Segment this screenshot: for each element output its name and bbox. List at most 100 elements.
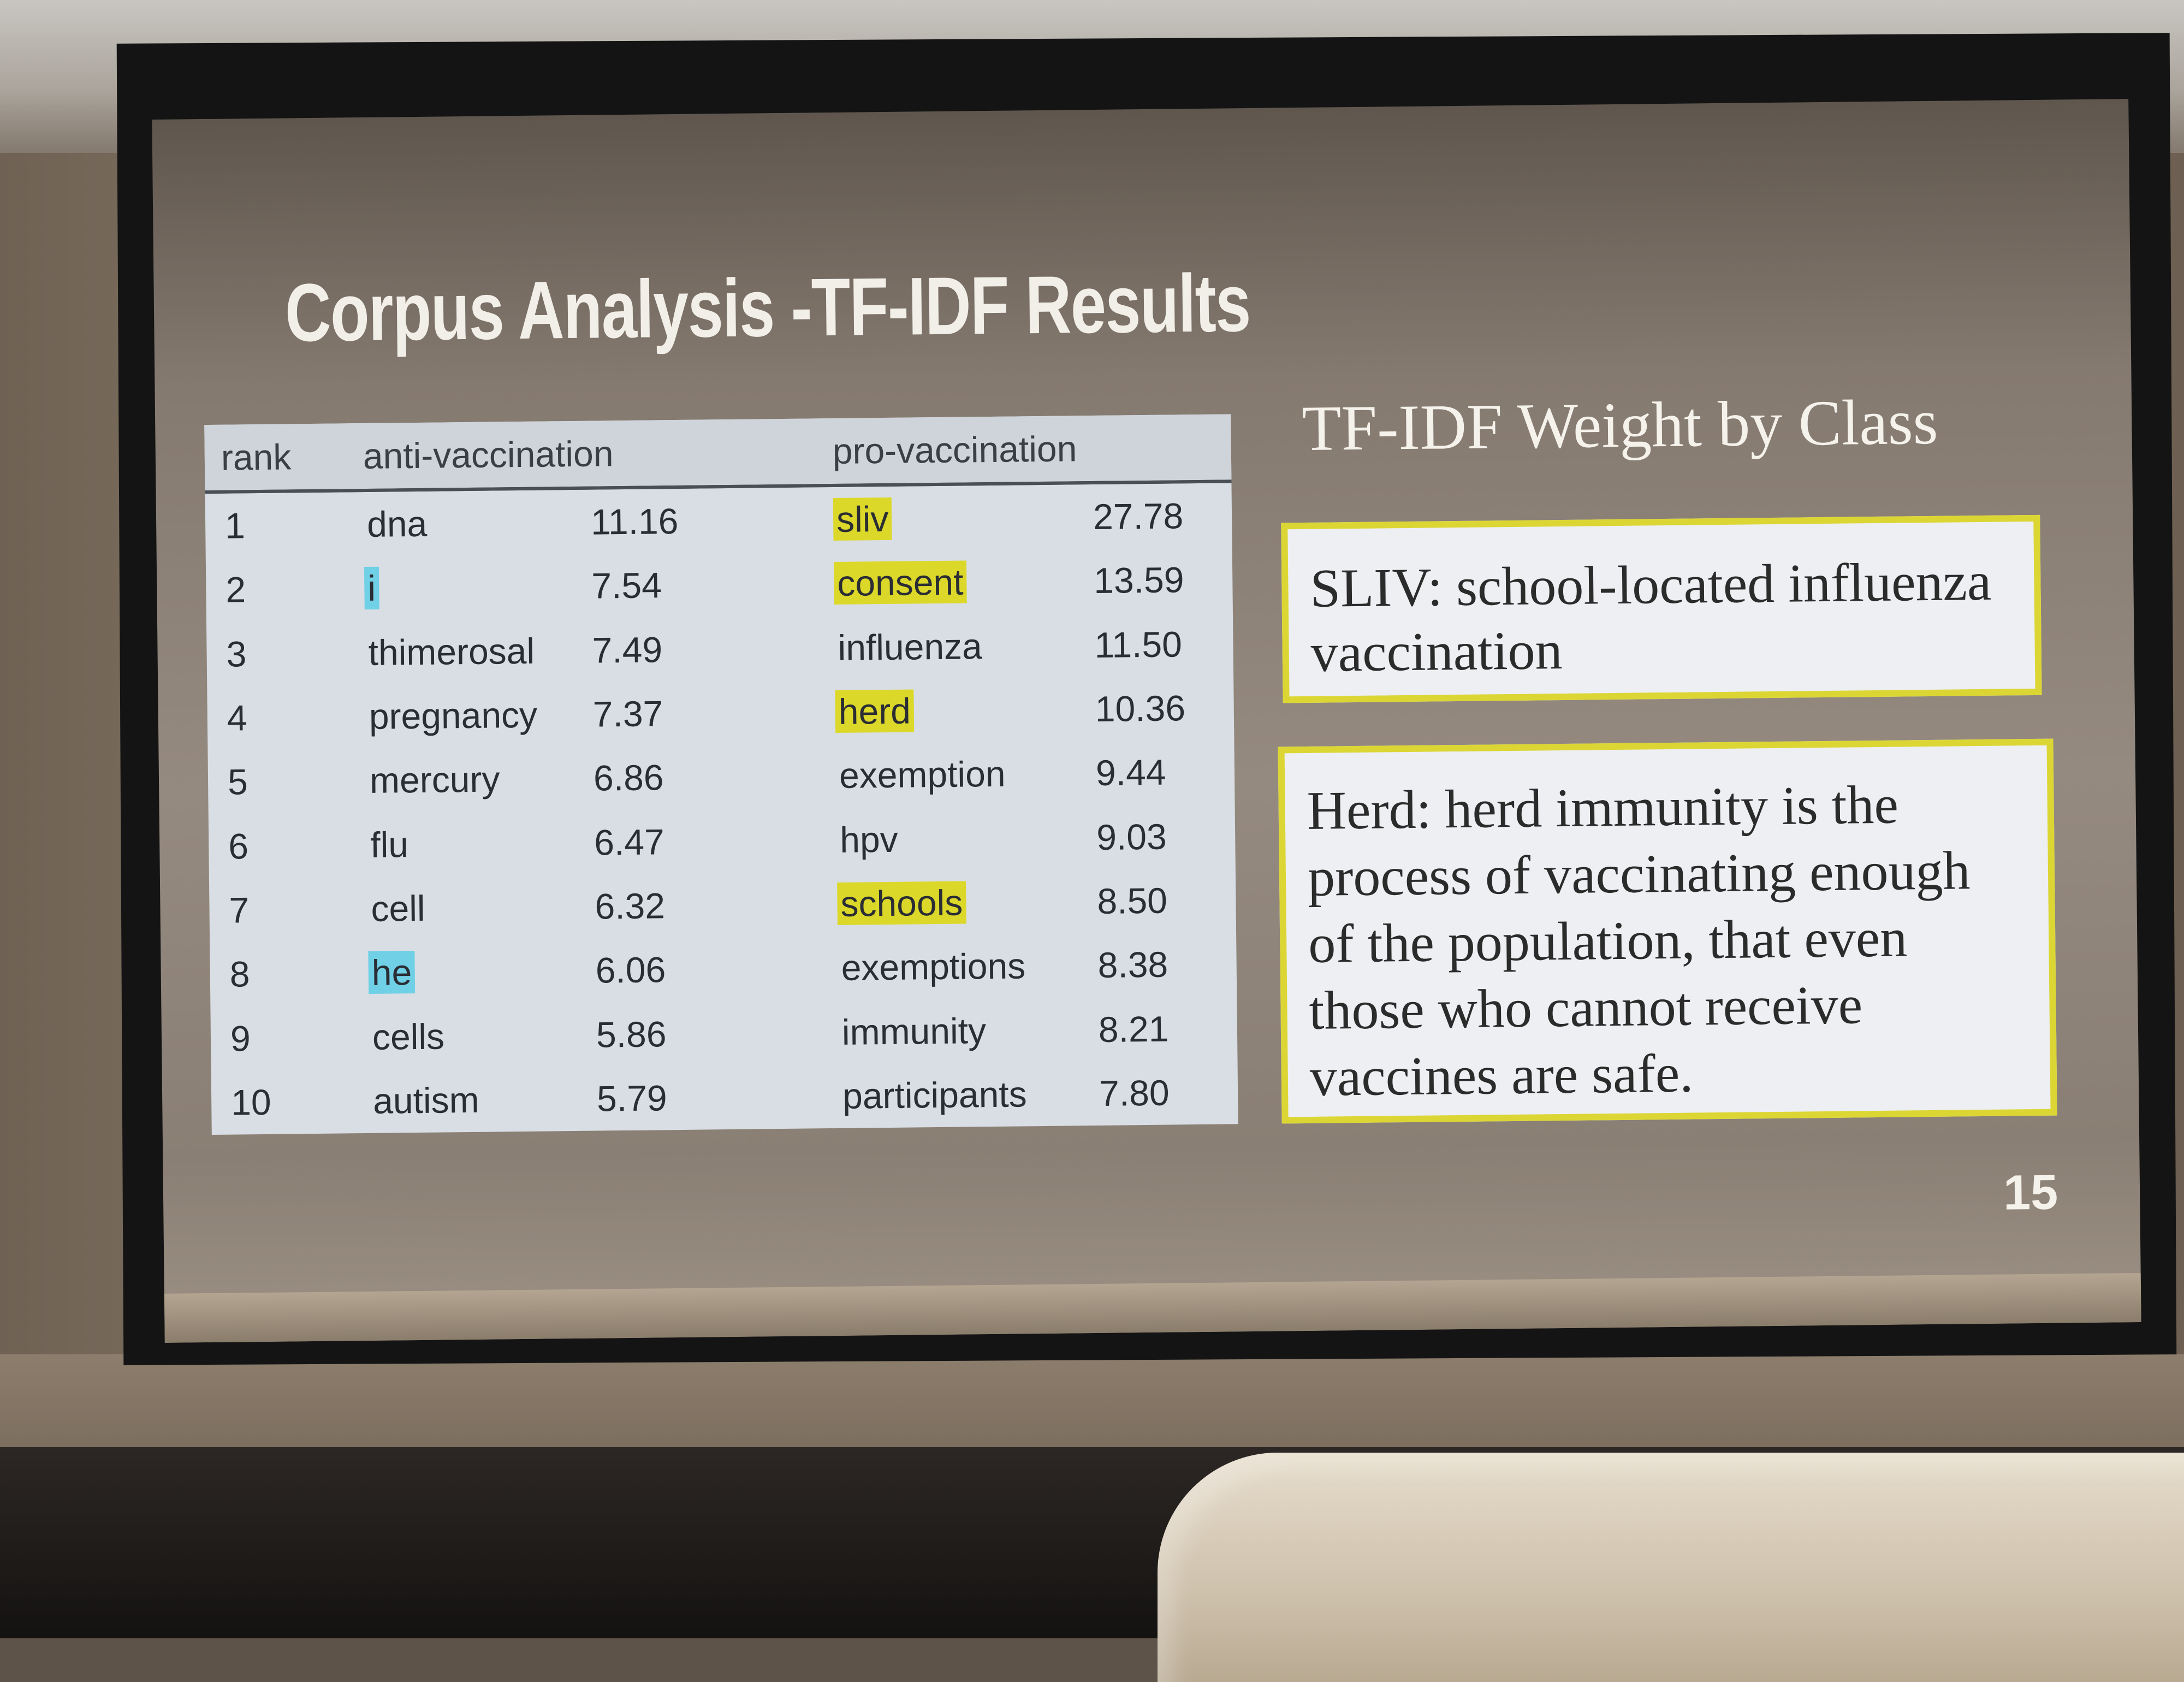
pro-weight-cell-text: 7.80	[1099, 1072, 1170, 1114]
anti-word-cell-text: dna	[366, 503, 428, 544]
pro-word-cell: herd	[818, 677, 1076, 744]
anti-word-cell: thimerosal	[348, 618, 573, 685]
rank-header: rank	[204, 423, 347, 493]
pro-word-cell: influenza	[818, 613, 1075, 679]
pro-weight-cell-text: 27.78	[1093, 495, 1184, 537]
rank-cell-text: 9	[230, 1018, 251, 1059]
pro-word-cell-text: exemptions	[841, 945, 1026, 988]
table-row: 6 flu 6.47 hpv 9.03	[209, 803, 1236, 878]
anti-weight-cell-text: 7.49	[592, 629, 663, 671]
rank-cell-text: 2	[225, 569, 246, 610]
anti-weight-cell-text: 5.79	[596, 1077, 668, 1119]
anti-word-cell-text: thimerosal	[368, 630, 535, 673]
rank-cell: 5	[207, 749, 350, 814]
anti-word-cell: pregnancy	[349, 682, 573, 749]
anti-weight-cell: 7.54	[572, 552, 818, 618]
anti-word-cell: flu	[351, 810, 575, 877]
anti-word-cell-text: autism	[372, 1080, 479, 1122]
anti-word-cell: i	[348, 554, 572, 620]
anti-word-cell-text: pregnancy	[369, 694, 538, 737]
rank-cell: 8	[210, 941, 352, 1006]
anti-word-cell-text: mercury	[369, 759, 500, 801]
anti-word-cell: mercury	[349, 747, 574, 813]
table-body: 1 dna 11.16 sliv 27.78 2 i 7.54 consent 13.59 3 thi…	[205, 481, 1238, 1135]
anti-weight-cell: 7.49	[572, 615, 818, 682]
anti-word-cell-text: i	[364, 566, 379, 610]
pro-weight-cell: 27.78	[1073, 481, 1232, 548]
rank-cell-text: 6	[228, 825, 249, 867]
pro-weight-cell-text: 10.36	[1095, 688, 1186, 729]
slide-number: 15	[2003, 1165, 2058, 1221]
tfidf-results-table: rank anti-vaccination pro-vaccination 1 d…	[204, 414, 1238, 1135]
anti-word-cell: autism	[353, 1067, 578, 1134]
table-row: 4 pregnancy 7.37 herd 10.36	[207, 676, 1234, 750]
pro-weight-cell: 8.38	[1078, 932, 1237, 997]
rank-cell: 4	[207, 684, 349, 750]
pro-weight-cell-text: 9.03	[1096, 816, 1167, 857]
anti-weight-cell: 5.79	[577, 1064, 823, 1131]
anti-weight-cell: 6.86	[573, 744, 820, 810]
anti-word-cell-text: cells	[372, 1016, 445, 1057]
anti-word-cell-text: cell	[371, 887, 425, 929]
table-row: 8 he 6.06 exemptions 8.38	[210, 932, 1237, 1006]
pro-word-cell: sliv	[816, 483, 1073, 551]
anti-weight-cell: 6.32	[575, 872, 821, 939]
wall-base	[0, 1354, 2184, 1464]
table-row: 9 cells 5.86 immunity 8.21	[210, 996, 1237, 1070]
foreground-chair-back	[1158, 1453, 2184, 1682]
sliv-definition-box: SLIV: school-located influenza vaccinati…	[1281, 514, 2042, 703]
pro-word-cell: hpv	[820, 805, 1077, 872]
pro-vaccination-header: pro-vaccination	[816, 414, 1232, 486]
pro-weight-cell-text: 13.59	[1093, 559, 1184, 601]
pro-weight-cell-text: 8.50	[1097, 880, 1168, 922]
pro-word-cell: schools	[821, 869, 1078, 936]
pro-weight-cell-text: 9.44	[1095, 751, 1166, 793]
anti-word-cell: cells	[352, 1003, 577, 1069]
anti-word-cell: cell	[351, 874, 575, 941]
rank-cell-text: 1	[224, 505, 246, 546]
anti-vaccination-header: anti-vaccination	[346, 418, 817, 491]
pro-weight-cell: 10.36	[1075, 676, 1234, 741]
pro-weight-cell: 8.50	[1077, 868, 1236, 933]
pro-weight-cell: 11.50	[1075, 611, 1233, 677]
pro-word-cell-text: schools	[837, 881, 966, 926]
pro-word-cell-text: influenza	[838, 625, 983, 668]
pro-weight-cell-text: 11.50	[1094, 623, 1183, 665]
sidebar-heading: TF-IDF Weight by Class	[1301, 386, 1939, 464]
pro-word-cell-text: consent	[833, 560, 967, 605]
anti-weight-cell-text: 6.32	[595, 885, 666, 927]
table-row: 1 dna 11.16 sliv 27.78	[205, 481, 1232, 558]
pro-word-cell-text: immunity	[841, 1010, 987, 1052]
rank-cell: 6	[209, 813, 351, 878]
anti-weight-cell: 11.16	[571, 485, 817, 554]
anti-word-cell: he	[352, 939, 576, 1005]
pro-word-cell: exemptions	[821, 933, 1078, 1000]
rank-cell-text: 3	[226, 633, 247, 674]
herd-definition-box: Herd: herd immunity is the process of va…	[1278, 738, 2057, 1124]
pro-weight-cell-text: 8.38	[1097, 944, 1168, 986]
rank-cell: 10	[211, 1069, 354, 1135]
anti-weight-cell-text: 7.54	[591, 565, 662, 606]
anti-word-cell: dna	[347, 488, 572, 556]
rank-cell-text: 4	[227, 697, 247, 738]
pro-word-cell-text: hpv	[839, 819, 899, 860]
pro-weight-cell: 13.59	[1074, 547, 1233, 613]
rank-cell: 3	[206, 620, 349, 686]
pro-weight-cell: 9.44	[1076, 739, 1235, 805]
table-row: 5 mercury 6.86 exemption 9.44	[207, 739, 1235, 814]
table-row: 10 autism 5.79 participants 7.80	[211, 1060, 1238, 1135]
anti-word-cell-text: he	[368, 951, 416, 994]
anti-weight-cell: 7.37	[573, 679, 819, 746]
anti-weight-cell: 5.86	[576, 1000, 822, 1067]
pro-weight-cell: 8.21	[1078, 996, 1237, 1061]
anti-weight-cell-text: 6.86	[593, 757, 664, 798]
rank-cell: 9	[210, 1005, 353, 1070]
rank-cell-text: 8	[229, 953, 250, 995]
pro-word-cell: consent	[817, 549, 1075, 615]
projected-slide: Corpus Analysis -TF-IDF Results rank ant…	[152, 99, 2141, 1343]
rank-cell-text: 5	[227, 761, 248, 802]
pro-weight-cell: 7.80	[1079, 1060, 1238, 1126]
rank-cell: 1	[205, 490, 348, 558]
table-row: 3 thimerosal 7.49 influenza 11.50	[206, 611, 1233, 686]
rank-cell-text: 7	[229, 890, 250, 931]
